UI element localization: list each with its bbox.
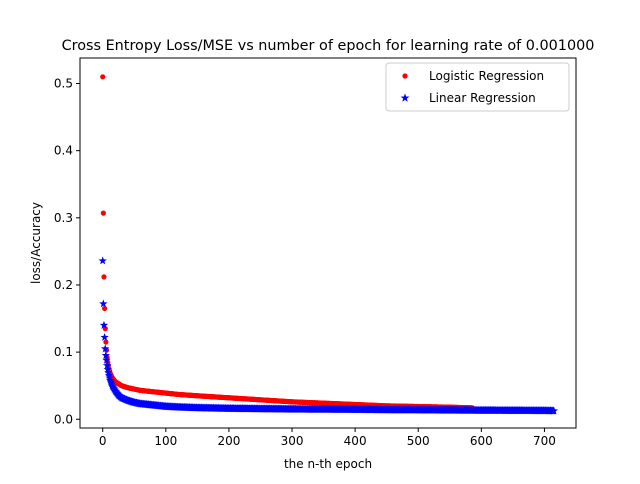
data-point-linear [104,368,113,377]
series-logistic-regression [100,74,476,411]
data-point-linear [101,351,111,360]
x-tick-label: 0 [99,434,107,448]
data-point-linear [104,371,114,380]
data-point-logistic [100,74,106,80]
data-point-linear [98,256,107,265]
data-point-linear [99,299,108,308]
data-point-linear [102,355,111,364]
data-point-logistic [102,305,108,312]
x-tick-label: 200 [217,434,240,448]
x-tick-label: 600 [470,434,493,448]
y-tick-label: 0.3 [54,211,73,225]
legend-marker-linear [400,93,410,102]
data-point-logistic [100,210,106,216]
x-ticks: 0 100 200 300 400 500 600 700 [99,428,556,448]
x-tick-label: 400 [344,434,367,448]
data-point-linear [549,406,559,415]
data-point-logistic [101,274,107,280]
x-tick-label: 700 [533,434,556,448]
y-tick-label: 0.4 [54,144,73,158]
axes-frame [79,57,577,429]
data-point-linear [100,332,109,341]
x-tick-label: 300 [281,434,304,448]
data-point-linear [99,320,109,329]
y-tick-label: 0.5 [54,77,73,91]
data-point-linear [101,344,110,353]
data-point-linear [103,365,112,374]
y-axis-label: loss/Accuracy [29,202,43,284]
y-ticks: 0.0 0.1 0.2 0.3 0.4 0.5 [54,77,80,426]
legend-box [385,62,570,112]
y-tick-label: 0.0 [54,412,73,426]
x-tick-label: 500 [407,434,430,448]
series-linear-regression [98,256,559,415]
y-tick-label: 0.1 [54,345,73,359]
series-layer [98,74,559,415]
data-point-linear [102,361,112,370]
y-tick-label: 0.2 [54,278,73,292]
x-tick-label: 100 [154,434,177,448]
data-point-logistic [102,326,108,332]
data-point-logistic [103,339,109,345]
legend-marker-logistic [402,73,408,79]
legend-label-logistic: Logistic Regression [429,69,544,83]
legend-label-linear: Linear Regression [429,91,536,105]
data-point-linear [105,373,114,382]
x-axis-label: the n-th epoch [284,457,372,471]
legend: Logistic Regression Linear Regression [385,62,570,112]
chart-title: Cross Entropy Loss/MSE vs number of epoc… [62,38,595,54]
